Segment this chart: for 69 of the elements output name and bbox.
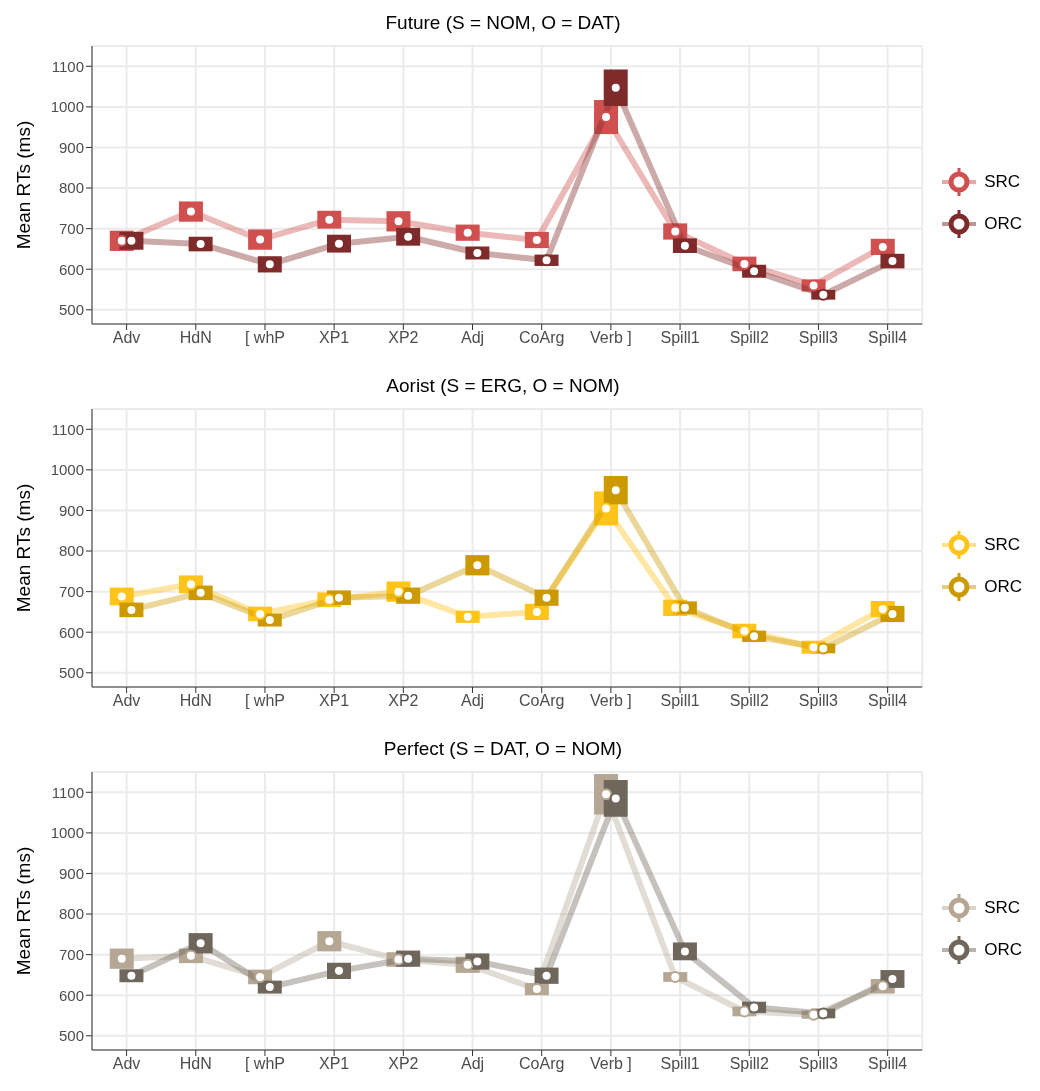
x-tick-label: Spill3 — [798, 329, 839, 347]
x-tick-label: Spill4 — [868, 1055, 908, 1073]
y-tick-label: 800 — [58, 905, 84, 923]
legend-label: ORC — [984, 940, 1022, 960]
x-tick-label: Spill1 — [660, 329, 700, 347]
x-tick-label: Spill2 — [729, 329, 769, 347]
x-tick-label: Spill4 — [868, 329, 908, 347]
y-tick-label: 700 — [58, 945, 84, 963]
x-tick-label: Adj — [460, 692, 485, 710]
y-axis-title: Mean RTs (ms) — [12, 120, 34, 250]
x-tick-label: XP2 — [388, 1055, 419, 1073]
y-tick-label: 500 — [58, 301, 84, 319]
x-tick-label: XP1 — [319, 692, 350, 710]
y-tick-label: 800 — [58, 542, 84, 560]
y-tick-label: 600 — [58, 623, 84, 641]
x-tick-label: Spill1 — [660, 1055, 700, 1073]
y-tick-label: 1000 — [50, 461, 84, 479]
y-tick-label: 1100 — [51, 420, 84, 438]
legend-label: ORC — [984, 577, 1022, 597]
x-tick-label: HdN — [179, 1055, 212, 1073]
chart-title: Future (S = NOM, O = DAT) — [384, 11, 622, 35]
x-tick-label: Spill1 — [660, 692, 700, 710]
x-tick-label: Spill2 — [729, 692, 769, 710]
x-tick-label: Adv — [112, 692, 141, 710]
y-tick-label: 600 — [58, 260, 84, 278]
x-tick-label: Adj — [460, 329, 485, 347]
legend-label: SRC — [984, 535, 1021, 555]
x-tick-label: CoArg — [519, 1055, 565, 1073]
x-tick-label: [ whP — [244, 1055, 285, 1073]
y-tick-label: 800 — [58, 179, 84, 197]
x-tick-label: Spill2 — [729, 1055, 769, 1073]
x-tick-label: XP2 — [388, 692, 419, 710]
x-tick-label: CoArg — [519, 329, 565, 347]
x-tick-label: HdN — [179, 329, 212, 347]
x-tick-label: Verb ] — [589, 329, 632, 347]
x-tick-label: XP2 — [388, 329, 419, 347]
x-tick-label: [ whP — [244, 692, 285, 710]
x-tick-label: XP1 — [319, 329, 350, 347]
legend-label: ORC — [984, 214, 1022, 234]
x-tick-label: Spill3 — [798, 1055, 839, 1073]
y-tick-label: 1100 — [51, 57, 84, 75]
y-tick-label: 500 — [58, 664, 84, 682]
x-tick-label: Verb ] — [589, 692, 632, 710]
y-tick-label: 600 — [58, 986, 84, 1004]
y-tick-label: 1000 — [50, 824, 84, 842]
y-tick-label: 1100 — [51, 783, 84, 801]
y-tick-label: 700 — [58, 582, 84, 600]
x-tick-label: Verb ] — [589, 1055, 632, 1073]
y-tick-label: 900 — [58, 501, 84, 519]
y-tick-label: 900 — [58, 138, 84, 156]
x-tick-label: XP1 — [319, 1055, 350, 1073]
x-tick-label: Adv — [112, 329, 141, 347]
y-axis-title: Mean RTs (ms) — [12, 846, 34, 976]
y-tick-label: 900 — [58, 864, 84, 882]
x-tick-label: Spill3 — [798, 692, 839, 710]
chart-title: Aorist (S = ERG, O = NOM) — [385, 374, 621, 398]
x-tick-label: [ whP — [244, 329, 285, 347]
x-tick-label: Adj — [460, 1055, 485, 1073]
x-tick-label: Spill4 — [868, 692, 908, 710]
y-tick-label: 500 — [58, 1027, 84, 1045]
y-tick-label: 700 — [58, 219, 84, 237]
x-tick-label: Adv — [112, 1055, 141, 1073]
chart-title: Perfect (S = DAT, O = NOM) — [382, 737, 624, 761]
y-tick-label: 1000 — [50, 98, 84, 116]
y-axis-title: Mean RTs (ms) — [12, 483, 34, 613]
legend-label: SRC — [984, 172, 1021, 192]
legend-label: SRC — [984, 898, 1021, 918]
x-tick-label: CoArg — [519, 692, 565, 710]
x-tick-label: HdN — [179, 692, 212, 710]
